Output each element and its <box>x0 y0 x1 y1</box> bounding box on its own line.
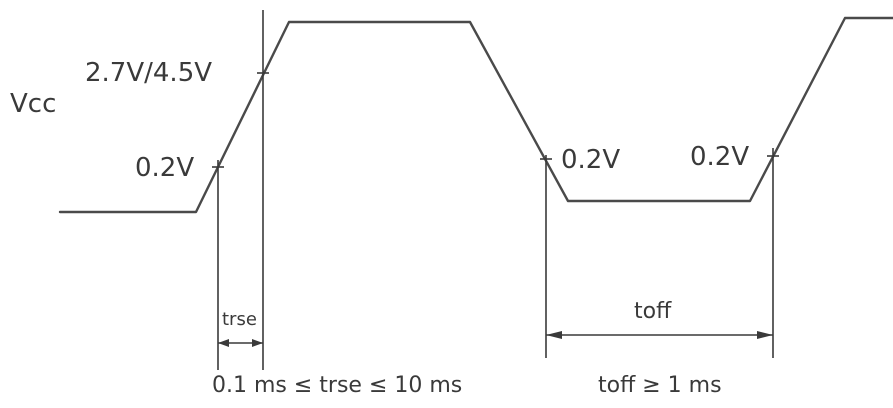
off-constraint-label: toff ≥ 1 ms <box>598 373 722 398</box>
vcc-waveform <box>58 16 893 214</box>
rise-arrow-head-left <box>218 339 229 347</box>
off-interval-label: toff <box>634 299 672 324</box>
rise-interval-label: trse <box>222 309 257 330</box>
off-arrow-head-right <box>757 331 773 339</box>
rise-arrow-head-right <box>252 339 263 347</box>
fall-low-threshold-label: 0.2V <box>561 145 620 175</box>
threshold-ticks <box>212 72 779 168</box>
rise-interval-arrow <box>218 339 263 347</box>
signal-label: Vcc <box>10 89 56 119</box>
rise2-low-threshold-label: 0.2V <box>690 142 749 172</box>
high-threshold-label: 2.7V/4.5V <box>85 58 212 88</box>
rise-low-threshold-label: 0.2V <box>135 153 194 183</box>
off-arrow-head-left <box>546 331 562 339</box>
off-interval-arrow <box>546 331 773 339</box>
rise-constraint-label: 0.1 ms ≤ trse ≤ 10 ms <box>212 373 462 398</box>
